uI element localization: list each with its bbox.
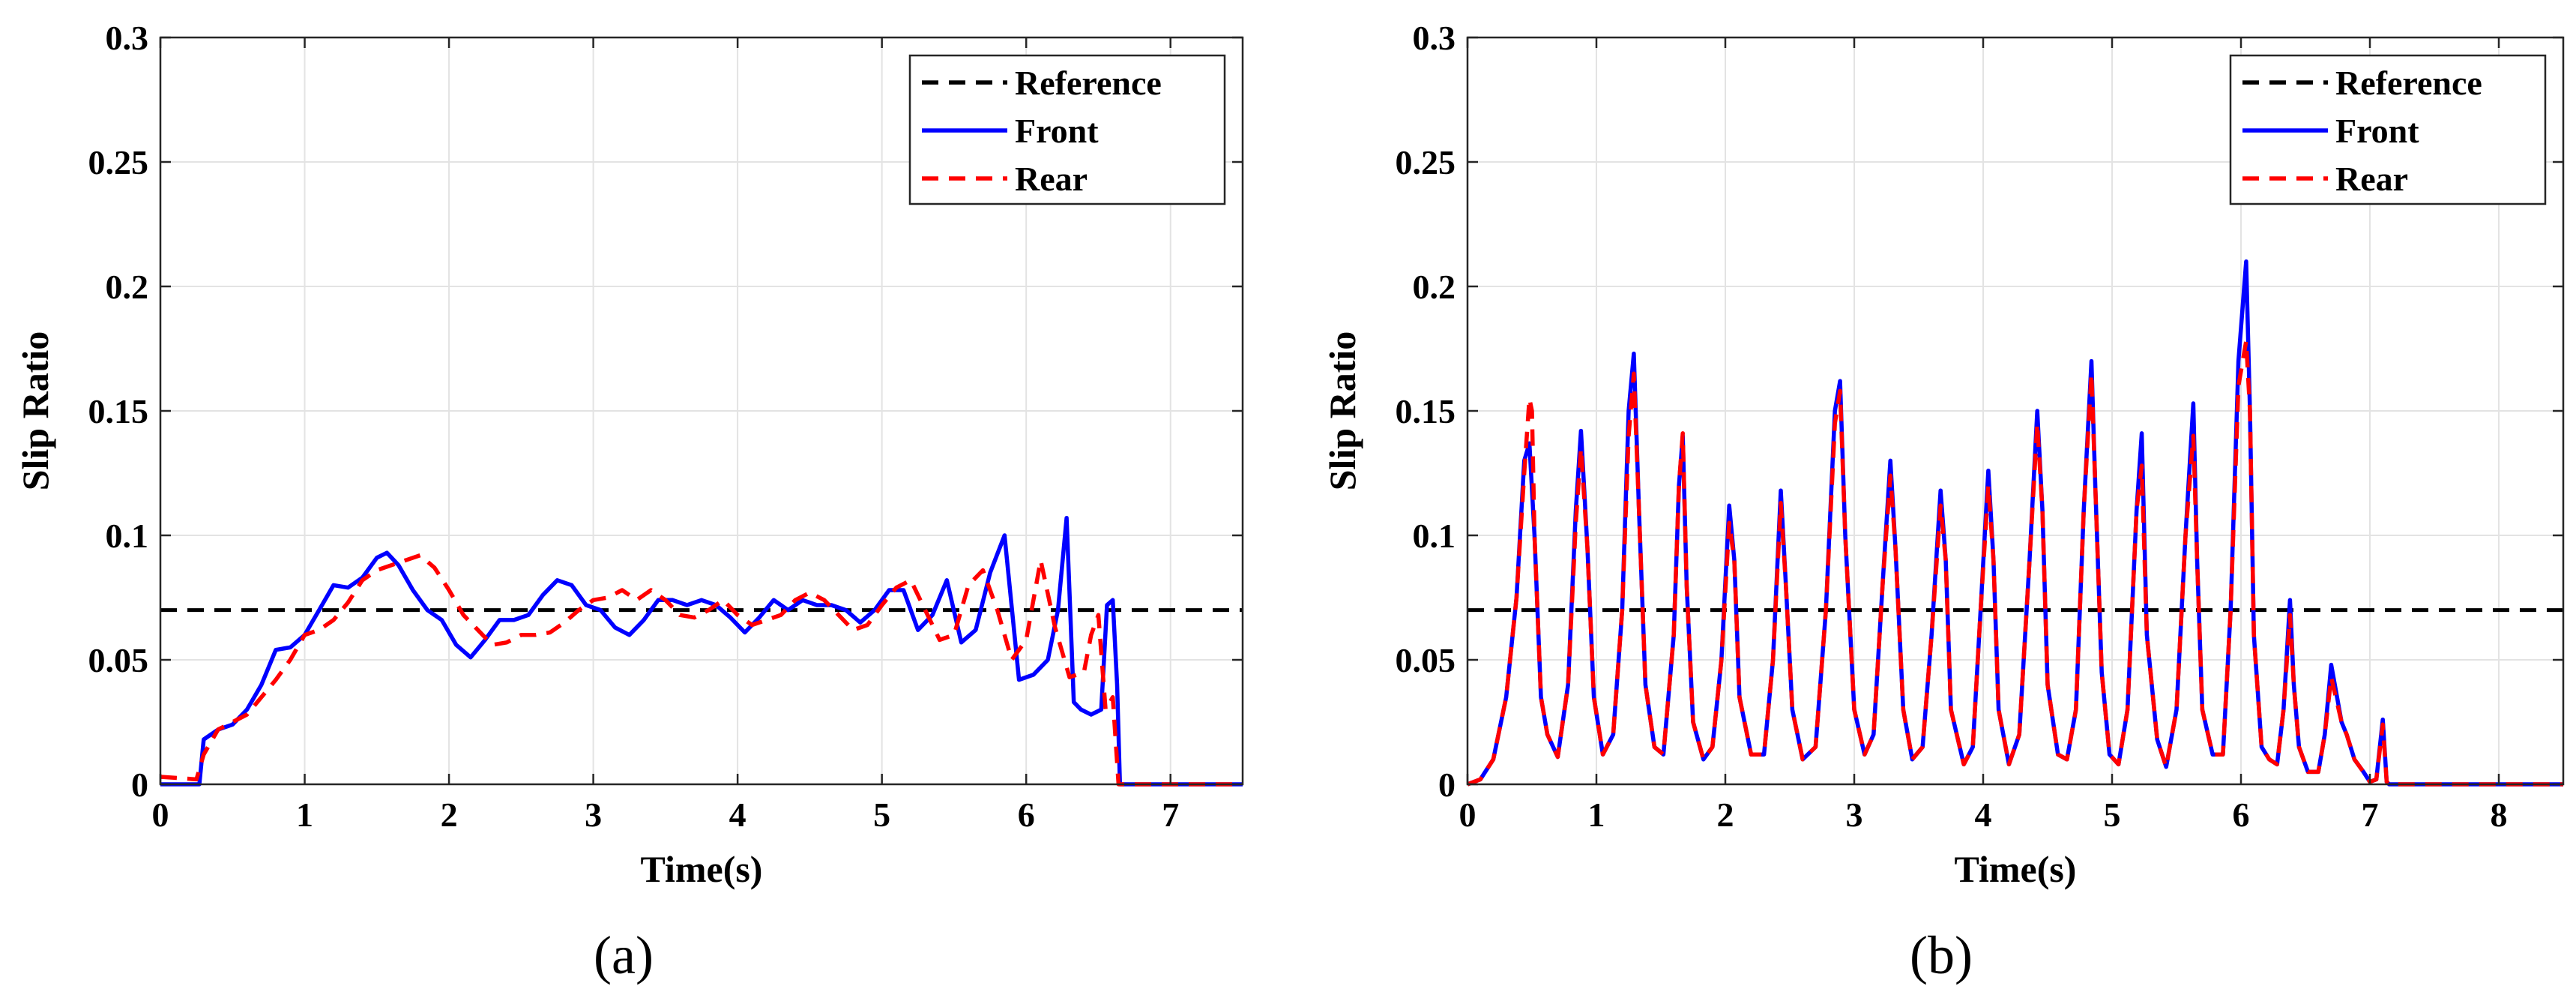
chart-panel-b: 0 1 2 3 4 5 6 7 8 0 0.05 0.1 0.15 0.2 0.25 0.3 Time(s) Sl… xyxy=(1321,19,2565,985)
x-tick-label: 1 xyxy=(1588,796,1605,834)
x-tick-label: 2 xyxy=(1717,796,1734,834)
x-tick-label: 2 xyxy=(441,796,458,834)
x-tick-label: 3 xyxy=(1846,796,1863,834)
legend-label-rear: Rear xyxy=(2335,160,2408,198)
x-tick-label: 4 xyxy=(1975,796,1992,834)
x-tick-label: 8 xyxy=(2491,796,2508,834)
y-tick-label: 0.2 xyxy=(1413,268,1456,306)
panel-caption: (b) xyxy=(1910,925,1973,985)
y-tick-label: 0.25 xyxy=(88,143,149,181)
chart-panel-a: 0 1 2 3 4 5 6 7 0 0.05 0.1 0.15 0.2 0.25 0.3 Time(s) Sli… xyxy=(14,19,1244,985)
x-tick-label: 1 xyxy=(296,796,313,834)
x-tick-label: 6 xyxy=(2233,796,2250,834)
legend-label-rear: Rear xyxy=(1015,160,1088,198)
x-axis-label: Time(s) xyxy=(641,848,763,890)
y-axis-label: Slip Ratio xyxy=(14,331,56,491)
x-tick-label: 0 xyxy=(152,796,169,834)
y-tick-label: 0.3 xyxy=(106,19,149,57)
y-tick-label: 0.05 xyxy=(88,641,149,679)
series-line-rear xyxy=(160,553,1243,787)
y-tick-label: 0.25 xyxy=(1396,143,1456,181)
y-tick-label: 0.15 xyxy=(1396,392,1456,430)
y-tick-label: 0 xyxy=(131,766,148,804)
panel-caption: (a) xyxy=(594,925,654,985)
x-tick-label: 7 xyxy=(2362,796,2379,834)
series-line-front xyxy=(160,516,1243,787)
legend-label-reference: Reference xyxy=(2335,64,2482,102)
legend: Reference Front Rear xyxy=(908,54,1226,205)
legend: Reference Front Rear xyxy=(2229,54,2547,205)
x-tick-label: 6 xyxy=(1018,796,1035,834)
legend-label-reference: Reference xyxy=(1015,64,1162,102)
y-tick-label: 0.05 xyxy=(1396,641,1456,679)
x-tick-label: 0 xyxy=(1459,796,1476,834)
y-tick-label: 0.15 xyxy=(88,392,149,430)
series-line-rear xyxy=(1467,339,2563,787)
x-tick-label: 3 xyxy=(585,796,602,834)
y-tick-label: 0.1 xyxy=(106,517,149,555)
x-tick-label: 5 xyxy=(2104,796,2121,834)
legend-label-front: Front xyxy=(1015,112,1099,150)
x-axis-label: Time(s) xyxy=(1955,848,2077,890)
y-tick-label: 0 xyxy=(1438,766,1456,804)
x-tick-label: 5 xyxy=(873,796,890,834)
legend-label-front: Front xyxy=(2335,112,2419,150)
y-tick-label: 0.2 xyxy=(106,268,149,306)
y-tick-label: 0.1 xyxy=(1413,517,1456,555)
y-tick-label: 0.3 xyxy=(1413,19,1456,57)
x-tick-label: 7 xyxy=(1162,796,1179,834)
x-tick-label: 4 xyxy=(729,796,746,834)
y-axis-label: Slip Ratio xyxy=(1321,331,1363,491)
